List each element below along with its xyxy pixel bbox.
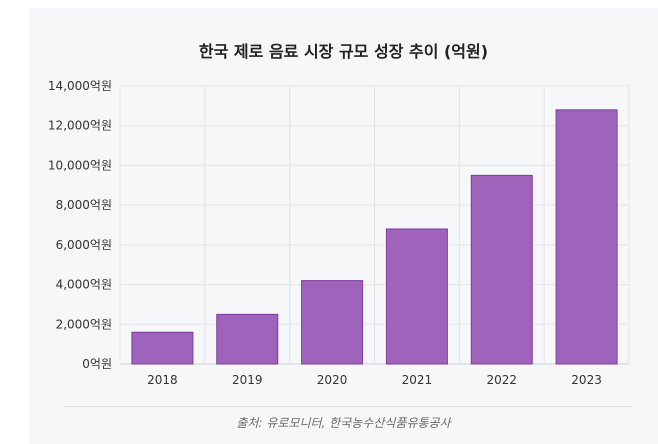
x-tick-label: 2018 — [147, 373, 178, 387]
y-tick-label: 4,000억원 — [56, 278, 112, 292]
bar — [555, 109, 618, 365]
bar — [470, 174, 533, 365]
bar — [301, 280, 364, 365]
chart-card — [29, 8, 658, 444]
x-tick-label: 2023 — [571, 373, 602, 387]
y-tick-label: 8,000억원 — [56, 198, 112, 212]
x-tick-label: 2020 — [317, 373, 348, 387]
y-axis-ticks: 0억원 2,000억원 4,000억원 6,000억원 8,000억원 10,000억원 1… — [48, 79, 112, 371]
x-axis-ticks: 2018 2019 2020 2021 2022 2023 — [147, 373, 602, 387]
chart-title: 한국 제로 음료 시장 규모 성장 추이 (억원) — [198, 42, 489, 61]
y-tick-label: 0억원 — [82, 357, 112, 371]
bar — [385, 228, 448, 365]
x-tick-label: 2021 — [402, 373, 433, 387]
y-tick-label: 12,000억원 — [48, 119, 112, 133]
source-note: 출처: 유로모니터, 한국농수산식품유통공사 — [236, 416, 451, 430]
y-tick-label: 2,000억원 — [56, 317, 112, 331]
y-tick-label: 10,000억원 — [48, 158, 112, 172]
bar-layer — [131, 109, 618, 365]
grid-layer — [119, 85, 630, 365]
y-tick-label: 6,000억원 — [56, 238, 112, 252]
bar — [131, 331, 194, 365]
divider — [64, 406, 632, 407]
y-tick-label: 14,000억원 — [48, 79, 112, 93]
x-tick-label: 2022 — [486, 373, 517, 387]
bar — [216, 313, 279, 365]
x-tick-label: 2019 — [232, 373, 263, 387]
